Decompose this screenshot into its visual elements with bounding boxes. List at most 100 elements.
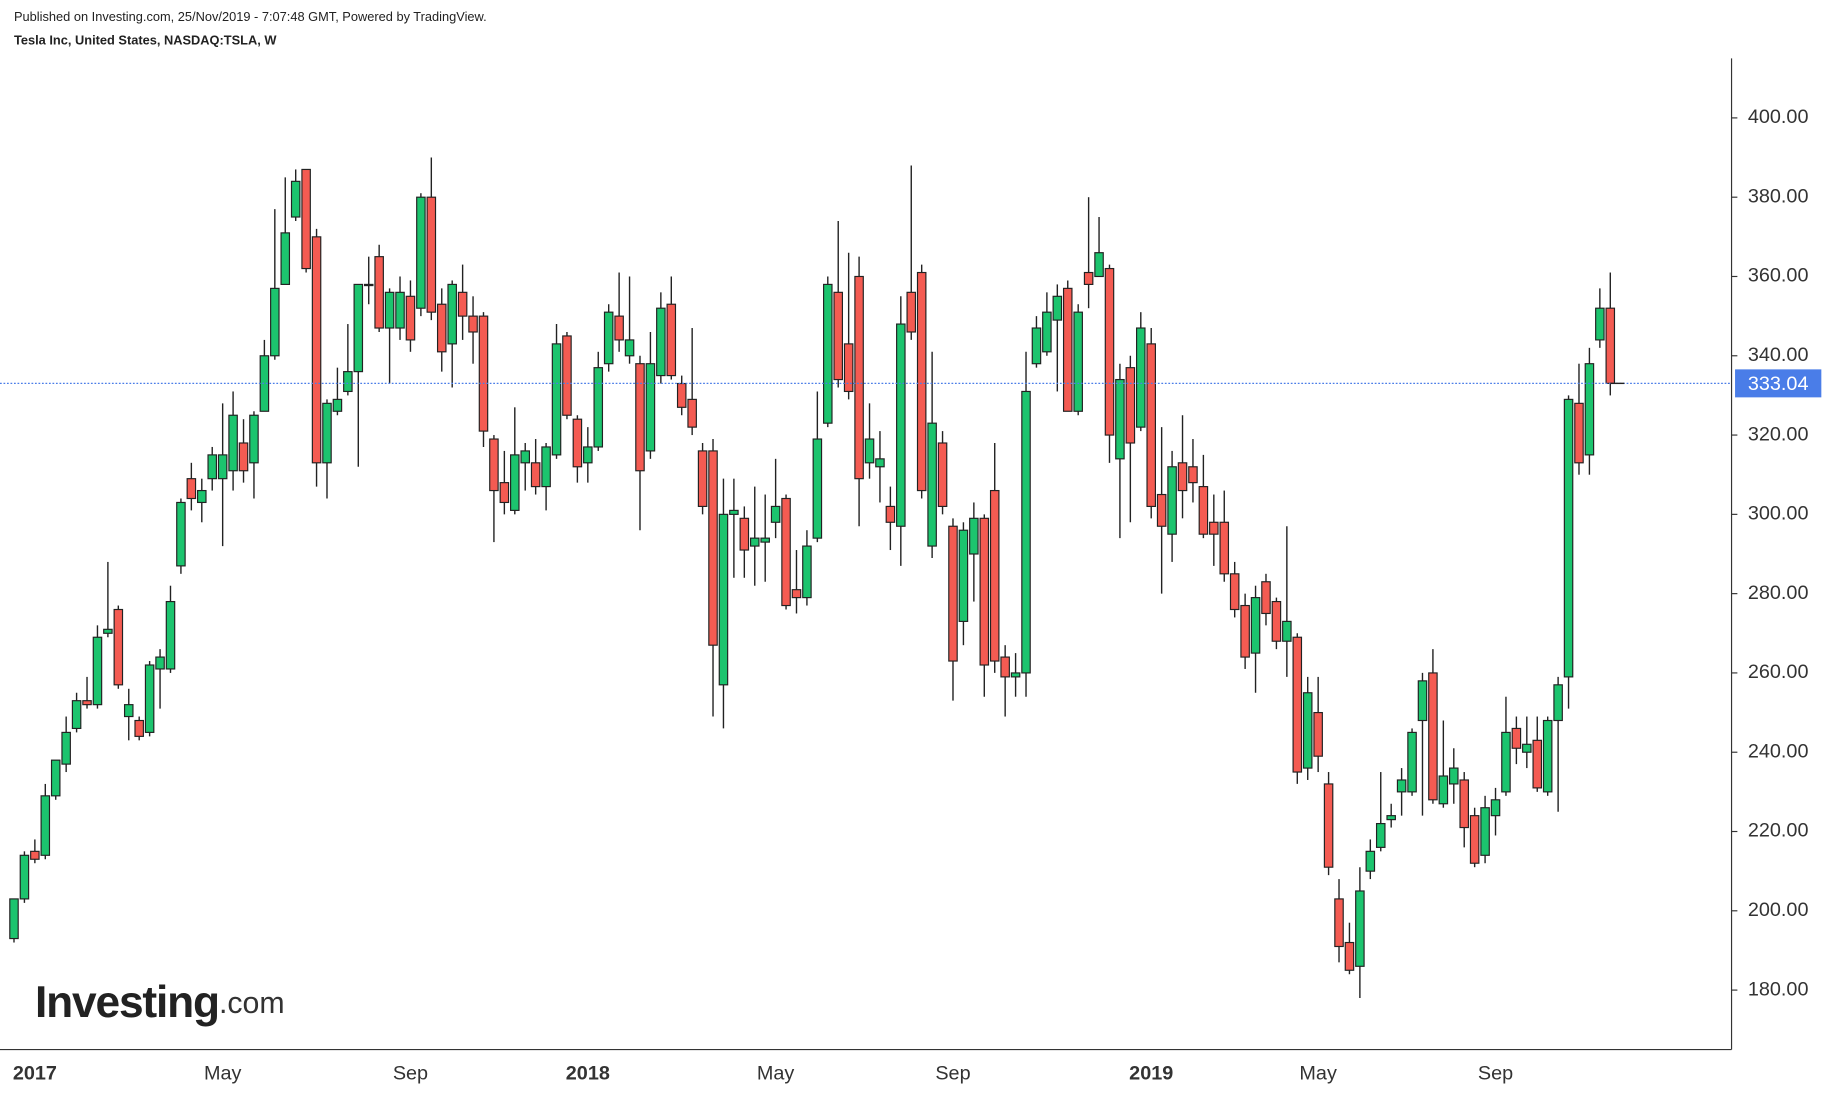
candle-body xyxy=(353,283,364,373)
x-tick-label: 2019 xyxy=(1129,1062,1173,1084)
y-tick-label: 320.00 xyxy=(1748,423,1809,445)
candle-body xyxy=(238,442,249,472)
x-tick-label: Sep xyxy=(393,1062,428,1084)
candle-body xyxy=(332,398,343,412)
candle-body xyxy=(363,283,374,287)
candle-body xyxy=(1375,822,1386,848)
candle-body xyxy=(1083,271,1094,285)
candle-body xyxy=(530,462,541,488)
candle-body xyxy=(1532,739,1543,789)
candle-body xyxy=(468,315,478,333)
candle-body xyxy=(937,442,948,508)
candle-body xyxy=(739,517,750,551)
candle-body xyxy=(656,307,666,377)
candle-body xyxy=(708,450,718,646)
candle-body xyxy=(478,315,489,432)
candle-body xyxy=(1553,684,1563,722)
candle-body xyxy=(749,537,760,547)
candle-body xyxy=(916,271,927,492)
candle-body xyxy=(791,589,802,599)
candle-body xyxy=(1229,573,1240,611)
candle-body xyxy=(1417,680,1428,722)
candle-body xyxy=(9,898,19,940)
candle-body xyxy=(82,700,92,706)
candle-body xyxy=(1584,363,1595,456)
candle-body xyxy=(1344,941,1355,971)
candle-body xyxy=(228,414,238,472)
candle-body xyxy=(770,505,781,523)
candle-body xyxy=(457,291,468,317)
y-tick-label: 260.00 xyxy=(1748,661,1809,683)
last-price-label: 333.04 xyxy=(1748,373,1809,395)
candle-body xyxy=(436,303,447,353)
candle-body xyxy=(979,517,990,666)
x-tick-label: Sep xyxy=(935,1062,970,1084)
candle-body xyxy=(1073,311,1083,412)
candle-body xyxy=(499,482,510,504)
candle-body xyxy=(802,545,812,599)
x-tick-label: 2017 xyxy=(13,1062,57,1084)
candle-body xyxy=(1542,719,1553,793)
candle-body xyxy=(645,363,656,452)
candle-body xyxy=(207,454,218,480)
candle-body xyxy=(40,795,51,856)
candle-body xyxy=(50,759,61,797)
candle-body xyxy=(343,371,353,393)
candle-body xyxy=(760,537,770,543)
candle-body xyxy=(875,458,885,468)
x-tick-label: May xyxy=(1299,1062,1337,1084)
candle-body xyxy=(1146,343,1157,508)
y-tick-label: 220.00 xyxy=(1748,820,1809,842)
candle-body xyxy=(614,315,624,341)
candle-body xyxy=(30,850,40,860)
candle-body xyxy=(1323,783,1334,868)
y-tick-label: 200.00 xyxy=(1748,899,1809,921)
candle-body xyxy=(270,287,280,357)
candle-body xyxy=(541,446,551,488)
candle-body xyxy=(906,291,917,333)
candle-body xyxy=(833,291,844,381)
candle-body xyxy=(1094,252,1104,278)
candle-body xyxy=(1438,775,1449,805)
candle-body xyxy=(593,367,604,448)
candle-body xyxy=(927,422,937,547)
candle-body xyxy=(510,454,520,511)
candle-body xyxy=(1563,398,1574,678)
candle-body xyxy=(1334,898,1344,948)
candle-body xyxy=(1480,807,1490,856)
candle-body xyxy=(864,438,875,464)
candle-body xyxy=(958,529,969,622)
candle-body xyxy=(697,450,708,508)
candle-body xyxy=(1115,378,1125,460)
candle-body xyxy=(1407,731,1417,793)
candle-body xyxy=(854,275,864,480)
logo: Investing.com xyxy=(35,978,285,1027)
symbol-title: Tesla Inc, United States, NASDAQ:TSLA, W xyxy=(14,32,277,47)
y-tick-label: 300.00 xyxy=(1748,503,1809,525)
candle-body xyxy=(583,446,593,464)
candle-body xyxy=(489,438,499,492)
candle-body xyxy=(1209,521,1219,535)
candle-body xyxy=(155,656,165,670)
candle-body xyxy=(1240,604,1250,658)
candle-body xyxy=(1177,462,1188,492)
candle-body xyxy=(19,854,30,900)
candle-body xyxy=(635,363,645,472)
candle-body xyxy=(781,497,791,607)
x-tick-label: Sep xyxy=(1478,1062,1513,1084)
candle-body xyxy=(1167,466,1177,535)
candle-body xyxy=(1522,743,1532,753)
published-note: Published on Investing.com, 25/Nov/2019 … xyxy=(14,9,487,24)
candle-body xyxy=(1469,815,1480,864)
candle-body xyxy=(144,664,155,733)
y-tick-label: 280.00 xyxy=(1748,582,1809,604)
candle-body xyxy=(61,731,71,765)
logo-name: Investing xyxy=(35,978,219,1027)
candle-body xyxy=(1302,692,1313,769)
candle-body xyxy=(217,454,228,480)
x-tick-label: 2018 xyxy=(566,1062,610,1084)
candle-body xyxy=(71,700,82,730)
y-tick-label: 400.00 xyxy=(1748,106,1809,128)
candle-body xyxy=(165,600,176,670)
candle-body xyxy=(603,311,614,365)
